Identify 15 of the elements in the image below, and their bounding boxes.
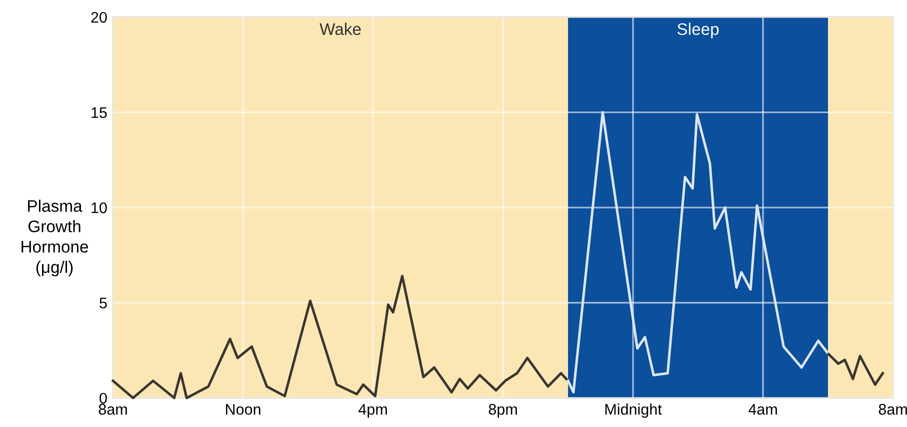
x-tick-label: 8am [878, 404, 907, 415]
y-tick-label: 20 [91, 12, 107, 23]
y-tick-label: 0 [100, 392, 107, 404]
y-tick-label: 5 [100, 298, 107, 308]
x-tick-label: 4pm [358, 404, 387, 418]
y-tick-label: 10 [92, 202, 107, 214]
y-axis-title: Plasma Growth Hormone (μg/l) [22, 200, 88, 276]
x-tick-label: 8pm [488, 404, 517, 418]
x-tick-label: 8am [98, 404, 127, 415]
band-label: Sleep [677, 22, 719, 38]
x-tick-label: 4am [748, 404, 777, 415]
band-label: Wake [320, 22, 361, 36]
x-tick-label: Midnight [605, 404, 662, 418]
x-tick-label: Noon [226, 404, 260, 415]
y-tick-label: 15 [92, 107, 107, 118]
